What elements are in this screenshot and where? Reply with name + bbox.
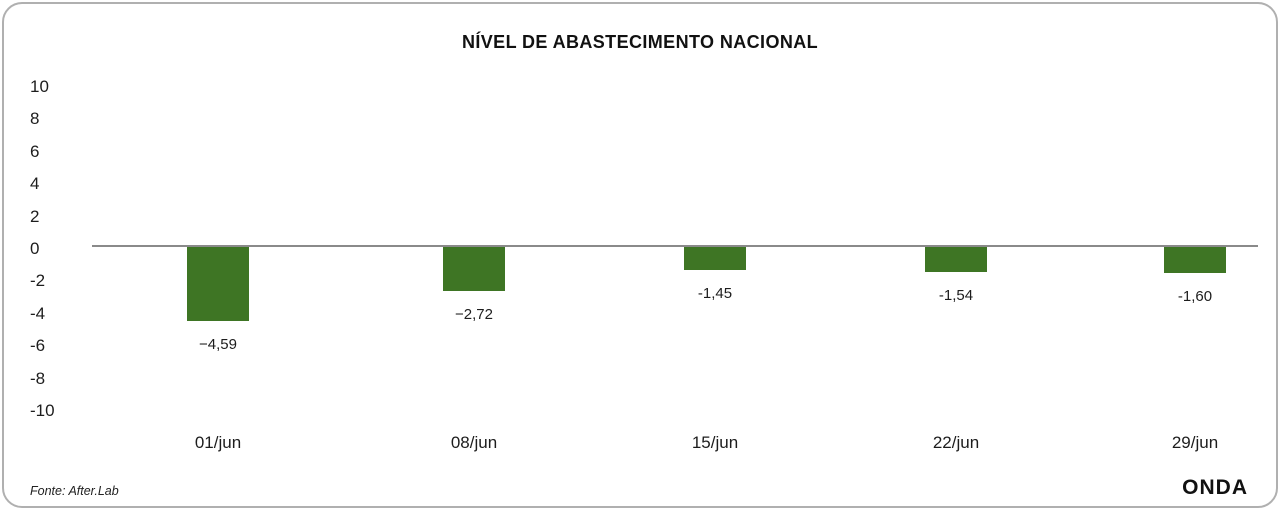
- x-tick-label: 29/jun: [1171, 433, 1219, 452]
- x-tick-label: 15/jun: [691, 433, 739, 452]
- y-tick-label: 0: [30, 239, 40, 258]
- y-tick-label: -10: [30, 401, 55, 420]
- zero-baseline: [92, 245, 1258, 247]
- bar-08-jun: [443, 247, 505, 292]
- bar-15-jun: [684, 247, 746, 271]
- bar-22-jun: [925, 247, 987, 272]
- y-tick-label: -8: [30, 368, 46, 388]
- y-tick-label: -6: [30, 336, 46, 356]
- y-tick-label: -4: [30, 303, 46, 323]
- source-note: Fonte: After.Lab: [30, 484, 119, 498]
- y-tick-label: 4: [30, 174, 40, 194]
- x-tick-label: 08/jun: [450, 433, 498, 452]
- chart-title: NÍVEL DE ABASTECIMENTO NACIONAL: [461, 32, 819, 52]
- bar-value-label: −4,59: [199, 336, 237, 354]
- brand-logo: ONDA: [1182, 476, 1248, 499]
- bar-value-label: -1,60: [1177, 287, 1213, 305]
- bar-01-jun: [187, 247, 249, 322]
- x-tick-label: 22/jun: [932, 433, 980, 452]
- y-tick-label: 6: [30, 141, 40, 161]
- bar-value-label: -1,54: [938, 286, 974, 304]
- y-tick-label: 2: [30, 206, 40, 226]
- bar-29-jun: [1164, 247, 1226, 273]
- y-tick-label: -2: [30, 271, 46, 291]
- bar-value-label: -1,45: [697, 285, 733, 303]
- y-tick-label: 10: [30, 77, 49, 96]
- bar-value-label: −2,72: [455, 306, 493, 324]
- x-tick-label: 01/jun: [194, 433, 242, 452]
- y-tick-label: 8: [30, 109, 40, 129]
